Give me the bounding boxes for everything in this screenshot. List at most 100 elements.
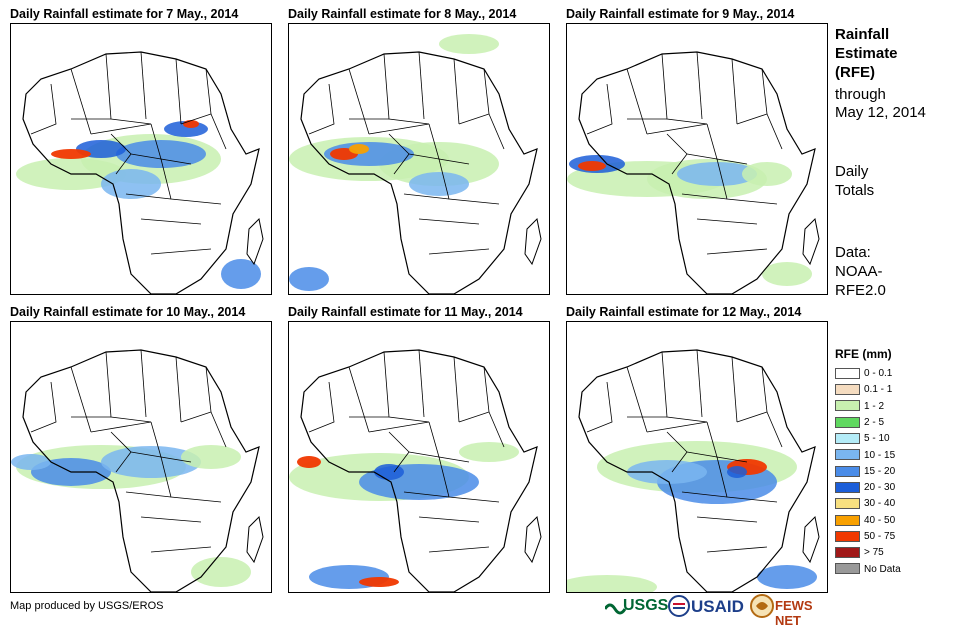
panel-title: Daily Rainfall estimate for 12 May., 201…: [566, 305, 802, 319]
country-border: [646, 421, 708, 433]
legend-item: 1 - 2: [835, 400, 884, 414]
country-border: [368, 421, 430, 433]
country-border: [666, 133, 688, 175]
fews-logo: FEWS NET: [750, 594, 830, 628]
country-border: [130, 153, 162, 160]
rainfall-map: [566, 321, 828, 593]
legend-label: No Data: [864, 563, 901, 575]
rainfall-area: [297, 456, 321, 468]
rainfall-area: [51, 149, 91, 159]
rainfall-area: [578, 161, 606, 171]
legend-item: 50 - 75: [835, 530, 895, 544]
country-border: [586, 83, 613, 135]
africa-coastline: [22, 51, 260, 294]
side-through: through: [835, 86, 886, 103]
legend-swatch: [835, 416, 860, 428]
usaid-seal: [668, 595, 690, 617]
country-border: [140, 349, 147, 418]
country-border: [150, 546, 212, 553]
country-border: [175, 356, 182, 423]
country-border: [646, 123, 708, 135]
country-border: [686, 153, 718, 160]
rainfall-area: [762, 262, 812, 286]
rainfall-area: [349, 144, 369, 154]
country-border: [90, 123, 152, 135]
country-border: [150, 248, 212, 255]
rainfall-area: [677, 162, 757, 186]
legend-swatch: [835, 530, 860, 542]
legend-swatch: [835, 481, 860, 493]
country-border: [453, 58, 460, 125]
legend-label: 10 - 15: [864, 449, 896, 461]
legend-swatch: [835, 563, 860, 575]
side-date: May 12, 2014: [835, 104, 926, 121]
country-border: [681, 193, 728, 200]
country-border: [348, 68, 370, 135]
usaid-logo-text: USAID: [691, 597, 744, 616]
side-data-src1: NOAA-: [835, 263, 883, 280]
country-border: [110, 431, 132, 473]
madagascar-outline: [802, 515, 820, 564]
side-title-2: Estimate: [835, 45, 898, 62]
africa-coastline: [300, 349, 538, 592]
country-border: [696, 349, 703, 418]
country-border: [428, 546, 490, 553]
legend-swatch: [835, 498, 860, 510]
country-border: [140, 516, 202, 523]
legend-item: 0.1 - 1: [835, 383, 892, 397]
country-border: [706, 546, 768, 553]
country-border: [388, 133, 410, 175]
rainfall-area: [757, 565, 817, 589]
rainfall-area: [727, 466, 747, 478]
usaid-logo: USAID: [668, 595, 748, 621]
rainfall-area: [101, 169, 161, 199]
legend-label: 15 - 20: [864, 465, 896, 477]
country-border: [766, 411, 783, 448]
country-border: [388, 431, 410, 473]
legend-item: 30 - 40: [835, 497, 895, 511]
map-panel-7-may: Daily Rainfall estimate for 7 May., 2014: [10, 5, 272, 295]
rainfall-area: [459, 442, 519, 462]
fews-globe-icon: [750, 594, 774, 618]
rainfall-area: [359, 577, 399, 587]
country-border: [766, 113, 783, 150]
country-border: [125, 491, 172, 498]
country-border: [408, 451, 440, 458]
legend-item: No Data: [835, 563, 901, 577]
panel-title: Daily Rainfall estimate for 11 May., 201…: [288, 305, 523, 319]
country-border: [731, 356, 738, 423]
country-border: [175, 58, 182, 125]
country-border: [110, 133, 132, 175]
side-daily: Daily: [835, 163, 869, 180]
legend-title: RFE (mm): [835, 347, 892, 361]
legend-swatch: [835, 514, 860, 526]
rainfall-area: [101, 446, 201, 478]
side-data-src2: RFE2.0: [835, 282, 886, 299]
country-border: [686, 451, 718, 458]
madagascar-outline: [246, 515, 264, 564]
legend-label: 0.1 - 1: [864, 384, 893, 396]
rainfall-area: [627, 460, 707, 484]
legend-label: 40 - 50: [864, 514, 896, 526]
legend-swatch: [835, 400, 860, 412]
rainfall-area: [116, 140, 206, 168]
country-border: [130, 451, 162, 458]
country-border: [626, 68, 648, 135]
africa-coastline: [578, 51, 816, 294]
rainfall-area: [742, 162, 792, 186]
country-border: [140, 218, 202, 225]
country-border: [626, 366, 648, 433]
rainfall-area: [374, 464, 404, 480]
side-title-1: Rainfall: [835, 26, 890, 43]
rainfall-area: [183, 120, 199, 128]
legend-item: 10 - 15: [835, 449, 895, 463]
rainfall-area: [409, 172, 469, 196]
africa-coastline: [578, 349, 816, 592]
legend-item: 2 - 5: [835, 416, 884, 430]
rainfall-area: [11, 454, 51, 470]
legend-swatch: [835, 433, 860, 445]
legend-label: 0 - 0.1: [864, 368, 893, 379]
country-border: [696, 516, 758, 523]
legend-swatch: [835, 547, 860, 559]
map-panel-10-may: Daily Rainfall estimate for 10 May., 201…: [10, 303, 272, 593]
